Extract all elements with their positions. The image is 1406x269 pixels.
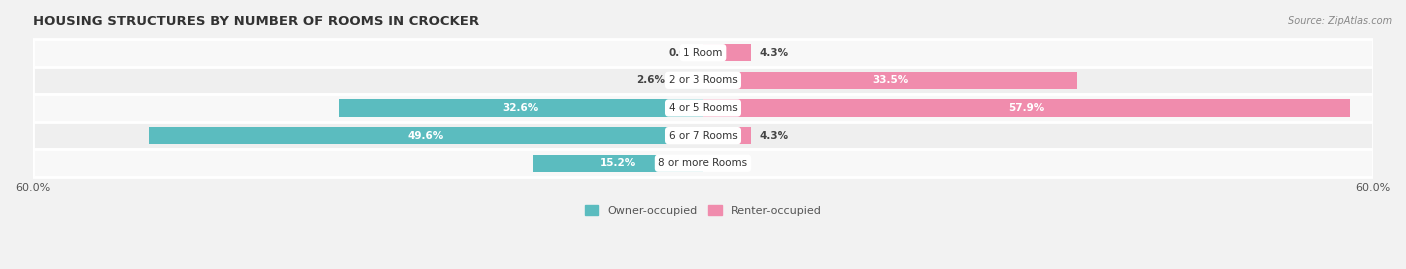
Text: 0.0%: 0.0% [709,158,738,168]
Text: 49.6%: 49.6% [408,131,444,141]
Text: 4.3%: 4.3% [761,131,789,141]
Bar [32,39,1374,66]
Text: 2 or 3 Rooms: 2 or 3 Rooms [669,75,737,85]
Bar [32,66,1374,94]
Text: 1 Room: 1 Room [683,48,723,58]
Text: 0.0%: 0.0% [668,48,697,58]
Text: 6 or 7 Rooms: 6 or 7 Rooms [669,131,737,141]
Bar [673,72,703,89]
Legend: Owner-occupied, Renter-occupied: Owner-occupied, Renter-occupied [581,201,825,220]
Bar [339,100,703,116]
Bar [32,94,1374,122]
Bar [703,44,751,61]
Bar [149,127,703,144]
Text: 33.5%: 33.5% [872,75,908,85]
Text: 57.9%: 57.9% [1008,103,1045,113]
Bar [703,72,1077,89]
Text: 2.6%: 2.6% [636,75,665,85]
Text: 4.3%: 4.3% [761,48,789,58]
Bar [703,100,1350,116]
Text: Source: ZipAtlas.com: Source: ZipAtlas.com [1288,16,1392,26]
Text: 4 or 5 Rooms: 4 or 5 Rooms [669,103,737,113]
Text: 15.2%: 15.2% [600,158,636,168]
Bar [533,155,703,172]
Text: 8 or more Rooms: 8 or more Rooms [658,158,748,168]
Text: 32.6%: 32.6% [503,103,538,113]
Bar [32,122,1374,149]
Bar [703,127,751,144]
Bar [32,149,1374,177]
Text: HOUSING STRUCTURES BY NUMBER OF ROOMS IN CROCKER: HOUSING STRUCTURES BY NUMBER OF ROOMS IN… [32,15,479,28]
